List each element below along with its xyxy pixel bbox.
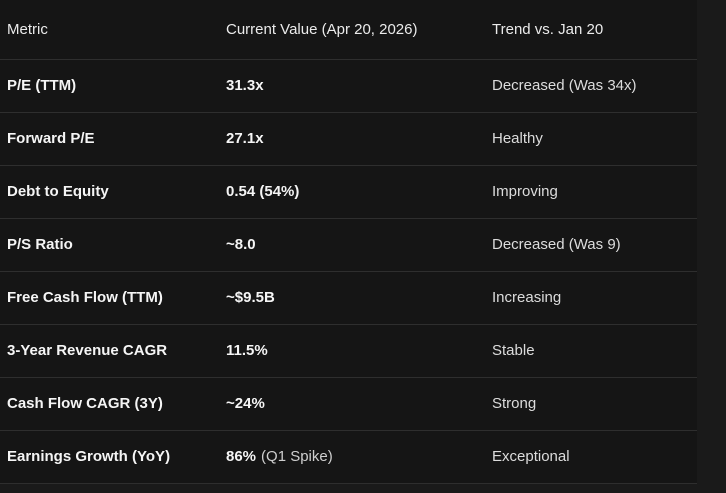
metric-value-text: ~8.0	[226, 236, 256, 253]
metric-name: 3-Year Revenue CAGR	[7, 342, 168, 359]
metric-value-text: 11.5%	[226, 342, 268, 359]
metric-value: ~24%	[226, 395, 492, 413]
metric-value: ~8.0	[226, 236, 492, 254]
metric-name: Debt to Equity	[7, 183, 109, 200]
metric-value-text: ~24%	[226, 395, 265, 412]
metric-trend: Strong	[492, 395, 537, 412]
metric-trend: Decreased (Was 9)	[492, 236, 621, 253]
table-row: Cash Flow CAGR (3Y) ~24% Strong	[0, 378, 697, 431]
metric-value: 86% (Q1 Spike)	[226, 448, 492, 466]
table-row: P/S Ratio ~8.0 Decreased (Was 9)	[0, 219, 697, 272]
metric-value: 11.5%	[226, 342, 492, 360]
metric-value-text: ~$9.5B	[226, 289, 275, 306]
metric-value: 27.1x	[226, 130, 492, 148]
table-row: Free Cash Flow (TTM) ~$9.5B Increasing	[0, 272, 697, 325]
metric-name: Free Cash Flow (TTM)	[7, 289, 163, 306]
metric-name: P/S Ratio	[7, 236, 73, 253]
metric-name: Cash Flow CAGR (3Y)	[7, 395, 163, 412]
metric-value: 31.3x	[226, 77, 492, 95]
metric-trend: Stable	[492, 342, 535, 359]
metric-value-text: 86%	[226, 448, 257, 465]
metric-name: P/E (TTM)	[7, 77, 77, 94]
table-row: Forward P/E 27.1x Healthy	[0, 113, 697, 166]
financial-metrics-table: Metric Current Value (Apr 20, 2026) Tren…	[0, 0, 697, 484]
metric-value-note: (Q1 Spike)	[261, 448, 333, 465]
metric-trend: Healthy	[492, 130, 543, 147]
metric-value: 0.54 (54%)	[226, 183, 492, 201]
metric-trend: Increasing	[492, 289, 562, 306]
table-row: 3-Year Revenue CAGR 11.5% Stable	[0, 325, 697, 378]
metric-value-text: 0.54 (54%)	[226, 183, 300, 200]
column-header-trend: Trend vs. Jan 20	[492, 20, 604, 38]
table-row: Debt to Equity 0.54 (54%) Improving	[0, 166, 697, 219]
metric-trend: Exceptional	[492, 448, 570, 465]
table-row: P/E (TTM) 31.3x Decreased (Was 34x)	[0, 60, 697, 113]
metric-value: ~$9.5B	[226, 289, 492, 307]
metric-trend: Improving	[492, 183, 558, 200]
column-header-current-value: Current Value (Apr 20, 2026)	[226, 20, 418, 38]
metric-name: Forward P/E	[7, 130, 95, 147]
metric-name: Earnings Growth (YoY)	[7, 448, 171, 465]
column-header-metric: Metric	[7, 20, 48, 38]
metric-trend: Decreased (Was 34x)	[492, 77, 637, 94]
metric-value-text: 31.3x	[226, 77, 264, 94]
table-header-row: Metric Current Value (Apr 20, 2026) Tren…	[0, 0, 697, 60]
table-row: Earnings Growth (YoY) 86% (Q1 Spike) Exce…	[0, 431, 697, 484]
metric-value-text: 27.1x	[226, 130, 264, 147]
